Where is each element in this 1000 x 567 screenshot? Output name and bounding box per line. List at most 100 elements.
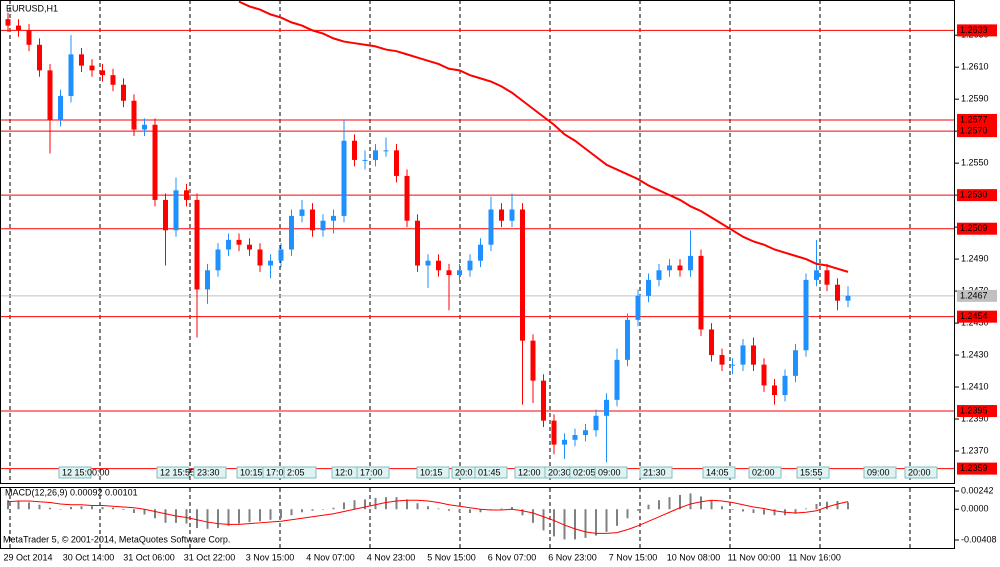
candle-body <box>257 249 263 266</box>
macd-bar <box>574 509 576 540</box>
macd-bar <box>269 509 272 520</box>
object-label: 01:45 <box>478 467 501 477</box>
macd-bar <box>49 507 51 510</box>
macd-bar <box>668 497 671 510</box>
macd-bar <box>742 509 744 512</box>
object-label: 09:00 <box>598 467 621 477</box>
candle-body <box>541 380 546 421</box>
macd-bar <box>773 509 776 516</box>
macd-bar <box>469 509 471 514</box>
candle-body <box>824 270 830 285</box>
macd-bar <box>112 507 114 510</box>
object-label-box <box>58 466 92 479</box>
x-tick-label: 4 Nov 07:00 <box>306 552 355 562</box>
candle-body <box>803 279 809 351</box>
macd-bar <box>437 508 440 510</box>
macd-bar <box>238 509 240 524</box>
candle-body <box>667 265 672 271</box>
candle-body <box>698 255 704 330</box>
candle-body <box>635 295 641 320</box>
candle-body <box>47 70 53 120</box>
object-label: 20:0 <box>455 467 473 477</box>
object-label-box <box>796 466 830 479</box>
y-tick-label: 1.2410 <box>961 381 989 391</box>
macd-bar <box>511 506 513 510</box>
candle-body <box>26 30 32 45</box>
object-label-box <box>356 466 390 479</box>
y-tick-label: 1.2550 <box>961 158 989 168</box>
candle-body <box>656 270 662 280</box>
macd-bar <box>553 509 555 537</box>
macd-bar <box>248 509 251 523</box>
macd-bar <box>217 509 219 529</box>
level-box <box>957 125 997 138</box>
last-price-label: 1.2467 <box>960 290 988 300</box>
object-label-box <box>416 466 450 479</box>
object-label-box <box>904 466 938 479</box>
candle-body <box>79 54 84 66</box>
macd-bar <box>122 509 125 510</box>
macd-bar <box>542 509 545 531</box>
macd-bar <box>280 509 282 519</box>
object-label: 20:30 <box>548 467 571 477</box>
x-tick-label: 31 Oct 06:00 <box>123 552 175 562</box>
macd-bar <box>38 504 41 510</box>
macd-bar <box>416 503 419 510</box>
x-tick-label: 30 Oct 14:00 <box>63 552 115 562</box>
candle-body <box>709 329 714 356</box>
candle-body <box>404 175 410 221</box>
candle-body <box>730 364 735 366</box>
candle-body <box>373 150 378 160</box>
x-tick-label: 5 Nov 15:00 <box>427 552 476 562</box>
macd-bar <box>206 509 209 529</box>
macd-bar <box>500 508 503 510</box>
level-label: 1.2359 <box>960 463 988 473</box>
macd-bar <box>637 509 639 511</box>
macd-bar <box>731 509 734 510</box>
macd-bar <box>311 509 314 511</box>
object-label: 17:00 <box>360 467 383 477</box>
macd-bar <box>616 509 618 526</box>
macd-bar <box>185 509 188 524</box>
x-tick-label: 31 Oct 22:00 <box>184 552 236 562</box>
macd-bar <box>406 499 408 510</box>
candle-body <box>68 54 74 96</box>
level-label: 1.2577 <box>960 114 988 124</box>
macd-bar <box>17 500 20 510</box>
level-box <box>957 462 997 475</box>
candle-body <box>289 215 294 250</box>
macd-bar <box>826 501 828 510</box>
macd-bar <box>710 500 713 510</box>
macd-bar <box>836 500 839 510</box>
macd-bar <box>763 509 765 515</box>
candle-body <box>814 270 819 280</box>
candle-body <box>478 244 483 261</box>
x-tick-label: 3 Nov 15:00 <box>246 552 295 562</box>
candle-body <box>362 159 368 161</box>
macd-bar <box>28 502 30 510</box>
candle-body <box>793 350 798 376</box>
candle-body <box>394 150 399 176</box>
object-label: 09:00 <box>867 467 890 477</box>
moving-average <box>238 0 849 273</box>
candle-body <box>572 435 578 440</box>
object-label: 02:05 <box>573 467 596 477</box>
macd-bar <box>154 509 156 519</box>
object-label-box <box>283 466 317 479</box>
x-tick-label: 6 Nov 23:00 <box>548 552 597 562</box>
object-label: 23:30 <box>197 467 220 477</box>
level-label: 1.2570 <box>960 126 988 136</box>
y-tick-label: 1.2490 <box>961 253 989 263</box>
macd-bar <box>658 500 660 510</box>
y-tick-label: 1.2610 <box>961 62 989 72</box>
object-label: 12:0 <box>335 467 353 477</box>
candle-body <box>121 84 126 101</box>
macd-bar <box>227 509 230 526</box>
y-tick-label: 1.2430 <box>961 349 989 359</box>
x-tick-label: 7 Nov 15:00 <box>609 552 658 562</box>
x-tick-label: 11 Nov 00:00 <box>728 552 781 562</box>
object-label: 17:00 <box>266 467 289 477</box>
candle-body <box>341 140 347 216</box>
candle-body <box>37 44 42 71</box>
